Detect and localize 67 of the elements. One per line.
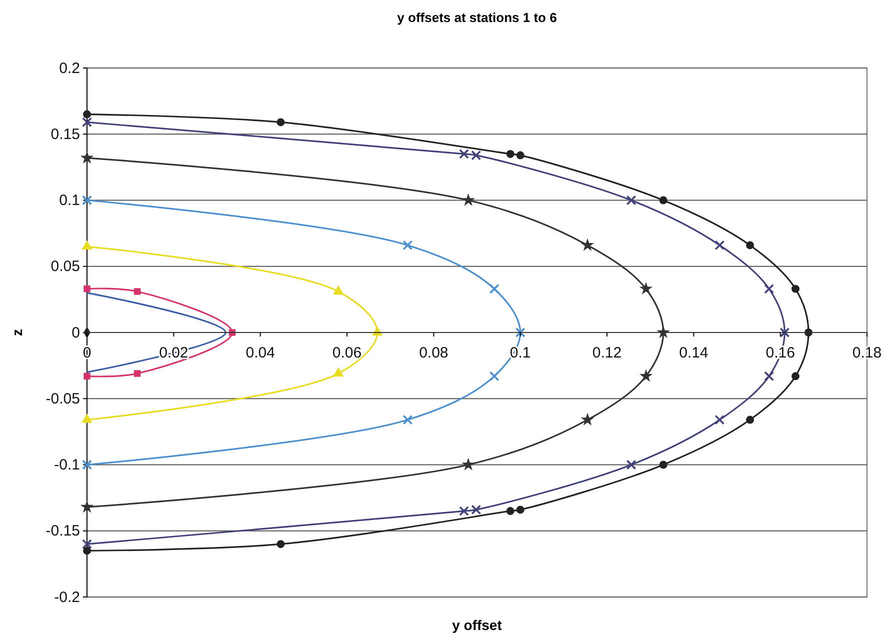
point: [792, 284, 800, 293]
point: [639, 369, 653, 382]
point: [489, 371, 500, 382]
x-tick-label: 0.14: [679, 344, 708, 362]
point: [506, 150, 514, 158]
y-tick-label: -0.1: [54, 456, 80, 474]
point: [80, 150, 94, 164]
point: [626, 460, 636, 470]
point: [516, 151, 524, 160]
point: [580, 238, 594, 251]
point: [659, 460, 668, 469]
point: [83, 110, 91, 118]
point: [792, 372, 800, 380]
y-tick-label: -0.2: [54, 588, 80, 606]
point: [84, 372, 90, 380]
point: [276, 540, 285, 548]
y-tick-label: 0: [72, 324, 80, 342]
x-tick-label: 0.04: [246, 344, 275, 362]
point: [580, 412, 594, 426]
point: [134, 288, 141, 295]
point: [80, 500, 94, 513]
x-axis-title: y offset: [452, 617, 502, 633]
point: [84, 286, 90, 292]
y-tick-label: 0.15: [50, 126, 80, 143]
point: [332, 285, 344, 295]
point: [462, 193, 475, 206]
point: [83, 546, 91, 555]
point: [82, 414, 92, 423]
point: [746, 416, 754, 424]
point: [714, 240, 725, 250]
point: [489, 284, 500, 294]
y-tick-label: 0.1: [59, 192, 80, 210]
point: [82, 195, 92, 206]
y-tick-label: 0.2: [59, 60, 80, 77]
point: [746, 241, 754, 250]
point: [82, 117, 92, 128]
point: [462, 458, 475, 470]
y-tick-label: 0.05: [50, 258, 80, 276]
point: [764, 371, 774, 382]
y-axis-title: z: [9, 329, 25, 336]
y-tick-label: -0.15: [46, 522, 80, 540]
point: [639, 282, 653, 295]
point: [764, 284, 774, 294]
point: [471, 504, 482, 515]
point: [82, 240, 92, 250]
x-tick-label: 0.12: [592, 344, 622, 362]
point: [276, 118, 285, 126]
point: [402, 240, 413, 250]
chart-title: y offsets at stations 1 to 6: [397, 10, 557, 25]
point: [516, 506, 524, 514]
point: [506, 507, 514, 516]
point: [459, 148, 469, 159]
point: [402, 414, 413, 425]
point: [626, 195, 636, 206]
point: [471, 150, 482, 160]
point: [134, 370, 141, 377]
point: [459, 506, 469, 516]
point: [515, 328, 526, 338]
point: [82, 539, 92, 550]
x-tick-label: 0.06: [332, 344, 362, 362]
point: [332, 367, 344, 377]
point: [714, 414, 725, 425]
point: [659, 196, 668, 204]
y-tick-label: -0.05: [46, 390, 80, 408]
point: [82, 460, 92, 470]
point: [780, 328, 790, 338]
x-tick-label: 0.08: [419, 344, 448, 362]
